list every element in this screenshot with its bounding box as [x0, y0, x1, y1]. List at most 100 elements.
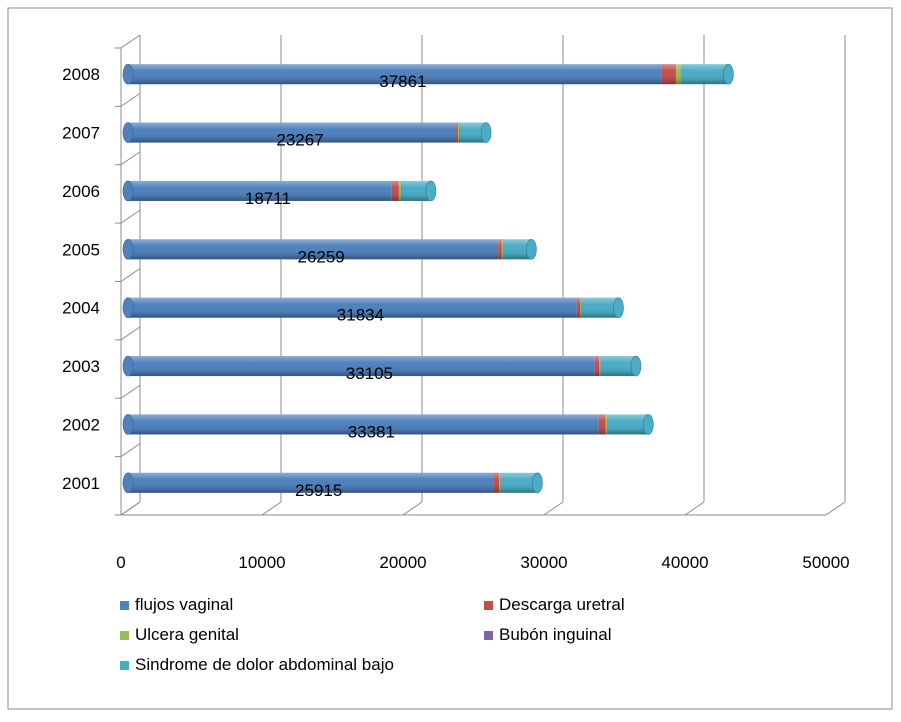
floor-gridline	[825, 501, 846, 516]
legend-swatch	[120, 661, 129, 670]
bar-segment-shade	[675, 64, 682, 85]
bar-segment-shade	[503, 239, 532, 260]
legend-swatch	[484, 601, 493, 610]
bar-segment-shade	[607, 414, 649, 435]
bar-segment-shade	[594, 356, 600, 377]
floor-gridline	[543, 501, 564, 516]
x-tick-label: 0	[116, 553, 125, 572]
bar-segment-shade	[459, 122, 487, 143]
bar-segment-shade	[500, 472, 538, 493]
x-tick-label: 50000	[802, 553, 849, 572]
bar-end-cap	[480, 122, 492, 143]
bar-segment-shade	[599, 356, 601, 377]
bar-segment-shade	[681, 64, 683, 85]
x-tick-label: 20000	[379, 553, 426, 572]
left-wall-line	[120, 326, 141, 341]
y-tick-label: 2002	[62, 415, 100, 434]
left-wall-line	[120, 384, 141, 399]
bar-segment-shade	[493, 472, 500, 493]
bar-start-cap	[122, 297, 134, 318]
legend-label: Bubón inguinal	[499, 625, 611, 644]
bar-segment-shade	[499, 472, 501, 493]
bar-segment-shade	[500, 472, 501, 493]
bar-start-cap	[122, 472, 134, 494]
legend-swatch	[484, 631, 493, 640]
data-label: 26259	[297, 247, 344, 266]
bar-segment-shade	[391, 180, 399, 201]
bar-start-cap	[122, 239, 134, 260]
bar-segment-shade	[128, 297, 577, 318]
bar-segment-shade	[128, 414, 599, 435]
bar-start-cap	[122, 355, 134, 377]
legend-swatch	[120, 631, 129, 640]
bar-segment-shade	[580, 297, 582, 318]
bar-segment-shade	[600, 356, 636, 377]
bar-segment-shade	[456, 122, 459, 143]
bar-end-cap	[630, 355, 642, 377]
bar-segment-shade	[576, 297, 581, 318]
bar-segment-shade	[600, 356, 601, 377]
bar-segment-shade	[128, 64, 662, 85]
bar-segment-shade	[661, 64, 676, 85]
left-wall-line	[120, 501, 141, 516]
bar-end-cap	[643, 414, 654, 435]
left-wall-line	[120, 92, 141, 107]
bar-start-cap	[122, 122, 134, 143]
legend-label: Descarga uretral	[499, 595, 625, 614]
bar-end-cap	[526, 239, 537, 260]
left-wall-line	[120, 151, 141, 166]
bar-end-cap	[613, 297, 624, 318]
bar-segment-shade	[598, 414, 606, 435]
x-tick-label: 30000	[520, 553, 567, 572]
bar-start-cap	[122, 180, 134, 202]
bar-segment-shade	[502, 239, 504, 260]
floor-gridline	[402, 501, 423, 516]
bar-segment-shade	[498, 239, 502, 260]
y-tick-label: 2004	[62, 299, 100, 318]
bar-end-cap	[532, 472, 543, 494]
bar-segment-shade	[128, 180, 392, 201]
bar-segment-shade	[128, 472, 494, 493]
bar-end-cap	[723, 63, 734, 85]
bar-segment-shade	[400, 180, 402, 201]
y-tick-label: 2005	[62, 240, 100, 259]
bar-start-cap	[122, 63, 134, 85]
x-tick-label: 10000	[238, 553, 285, 572]
bar-segment-shade	[607, 414, 608, 435]
y-tick-label: 2003	[62, 357, 100, 376]
data-label: 33105	[346, 364, 393, 383]
y-tick-label: 2006	[62, 182, 100, 201]
y-tick-label: 2001	[62, 474, 100, 493]
left-wall-line	[120, 34, 141, 49]
data-label: 37861	[379, 72, 426, 91]
bar-segment-shade	[128, 122, 457, 143]
legend-swatch	[120, 601, 129, 610]
y-tick-label: 2007	[62, 124, 100, 143]
bar-segment-shade	[605, 414, 608, 435]
bar-segment-shade	[401, 180, 431, 201]
data-label: 33381	[348, 422, 395, 441]
bar-segment-shade	[458, 122, 460, 143]
left-wall-line	[120, 209, 141, 224]
data-label: 23267	[276, 131, 323, 150]
data-label: 18711	[245, 189, 291, 208]
bar-segment-shade	[128, 356, 595, 377]
bar-end-cap	[425, 180, 437, 202]
bar-segment-shade	[501, 239, 503, 260]
floor-gridline	[684, 501, 705, 516]
y-tick-label: 2008	[62, 65, 100, 84]
x-tick-label: 40000	[661, 553, 708, 572]
bar-segment-shade	[398, 180, 401, 201]
data-label: 31834	[337, 306, 384, 325]
legend-label: Sindrome de dolor abdominal bajo	[135, 655, 394, 674]
bar-start-cap	[122, 414, 134, 435]
legend-label: Ulcera genital	[135, 625, 239, 644]
left-wall-line	[120, 268, 141, 282]
bar-segment-shade	[128, 239, 499, 260]
bar-segment-shade	[459, 122, 460, 143]
left-wall-line	[120, 443, 141, 458]
bar-segment-shade	[681, 64, 729, 85]
floor-gridline	[261, 501, 282, 516]
